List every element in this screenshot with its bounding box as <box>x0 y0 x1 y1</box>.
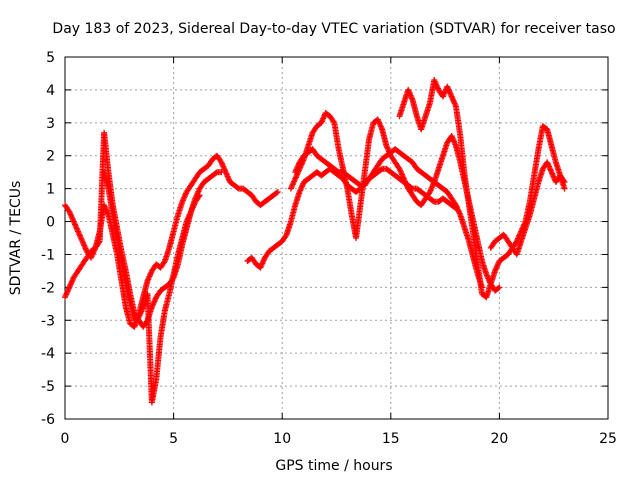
data-point <box>561 185 568 192</box>
data-point <box>195 193 202 200</box>
chart-title: Day 183 of 2023, Sidereal Day-to-day VTE… <box>52 21 615 37</box>
x-tick-label: 5 <box>169 431 178 447</box>
y-tick-label: -4 <box>41 346 55 362</box>
data-point <box>95 239 102 246</box>
grid <box>65 57 608 419</box>
y-axis-label: SDTVAR / TECUs <box>8 181 24 296</box>
data-point <box>560 177 567 184</box>
y-tick-label: -6 <box>41 412 55 428</box>
data-point <box>196 192 203 199</box>
y-tick-label: -5 <box>41 379 55 395</box>
y-tick-label: 3 <box>46 116 55 132</box>
y-tick-label: 2 <box>46 149 55 165</box>
series-trace-3 <box>101 169 203 406</box>
y-axis: -6 -5 -4 -3 -2 -1 0 1 2 3 4 5 <box>41 50 608 428</box>
data-point <box>496 284 503 291</box>
y-tick-label: 5 <box>46 50 55 66</box>
x-tick-label: 0 <box>61 431 70 447</box>
series-trace-7 <box>396 77 568 301</box>
data-point <box>218 169 225 176</box>
y-tick-label: 1 <box>46 182 55 198</box>
y-tick-label: -3 <box>41 313 55 329</box>
x-tick-label: 15 <box>382 431 400 447</box>
data-point <box>561 179 568 186</box>
plot-frame <box>64 56 609 420</box>
data-point <box>274 188 281 195</box>
data-point <box>161 259 168 266</box>
series-trace-1 <box>62 152 281 330</box>
data-points <box>62 77 568 406</box>
series-trace-8 <box>487 159 568 258</box>
data-point <box>273 189 280 196</box>
y-tick-label: 4 <box>46 83 55 99</box>
x-tick-label: 25 <box>599 431 617 447</box>
y-tick-label: -2 <box>41 280 55 296</box>
series-trace-4 <box>244 165 459 271</box>
x-tick-label: 10 <box>273 431 291 447</box>
x-axis-label: GPS time / hours <box>275 458 392 474</box>
data-point <box>282 233 289 240</box>
x-axis: 0 5 10 15 20 25 <box>61 57 617 447</box>
data-point <box>330 118 337 125</box>
y-tick-label: -1 <box>41 247 55 263</box>
data-point <box>495 285 502 292</box>
series-trace-6 <box>287 109 503 294</box>
y-tick-label: 0 <box>46 215 55 231</box>
x-tick-label: 20 <box>490 431 508 447</box>
